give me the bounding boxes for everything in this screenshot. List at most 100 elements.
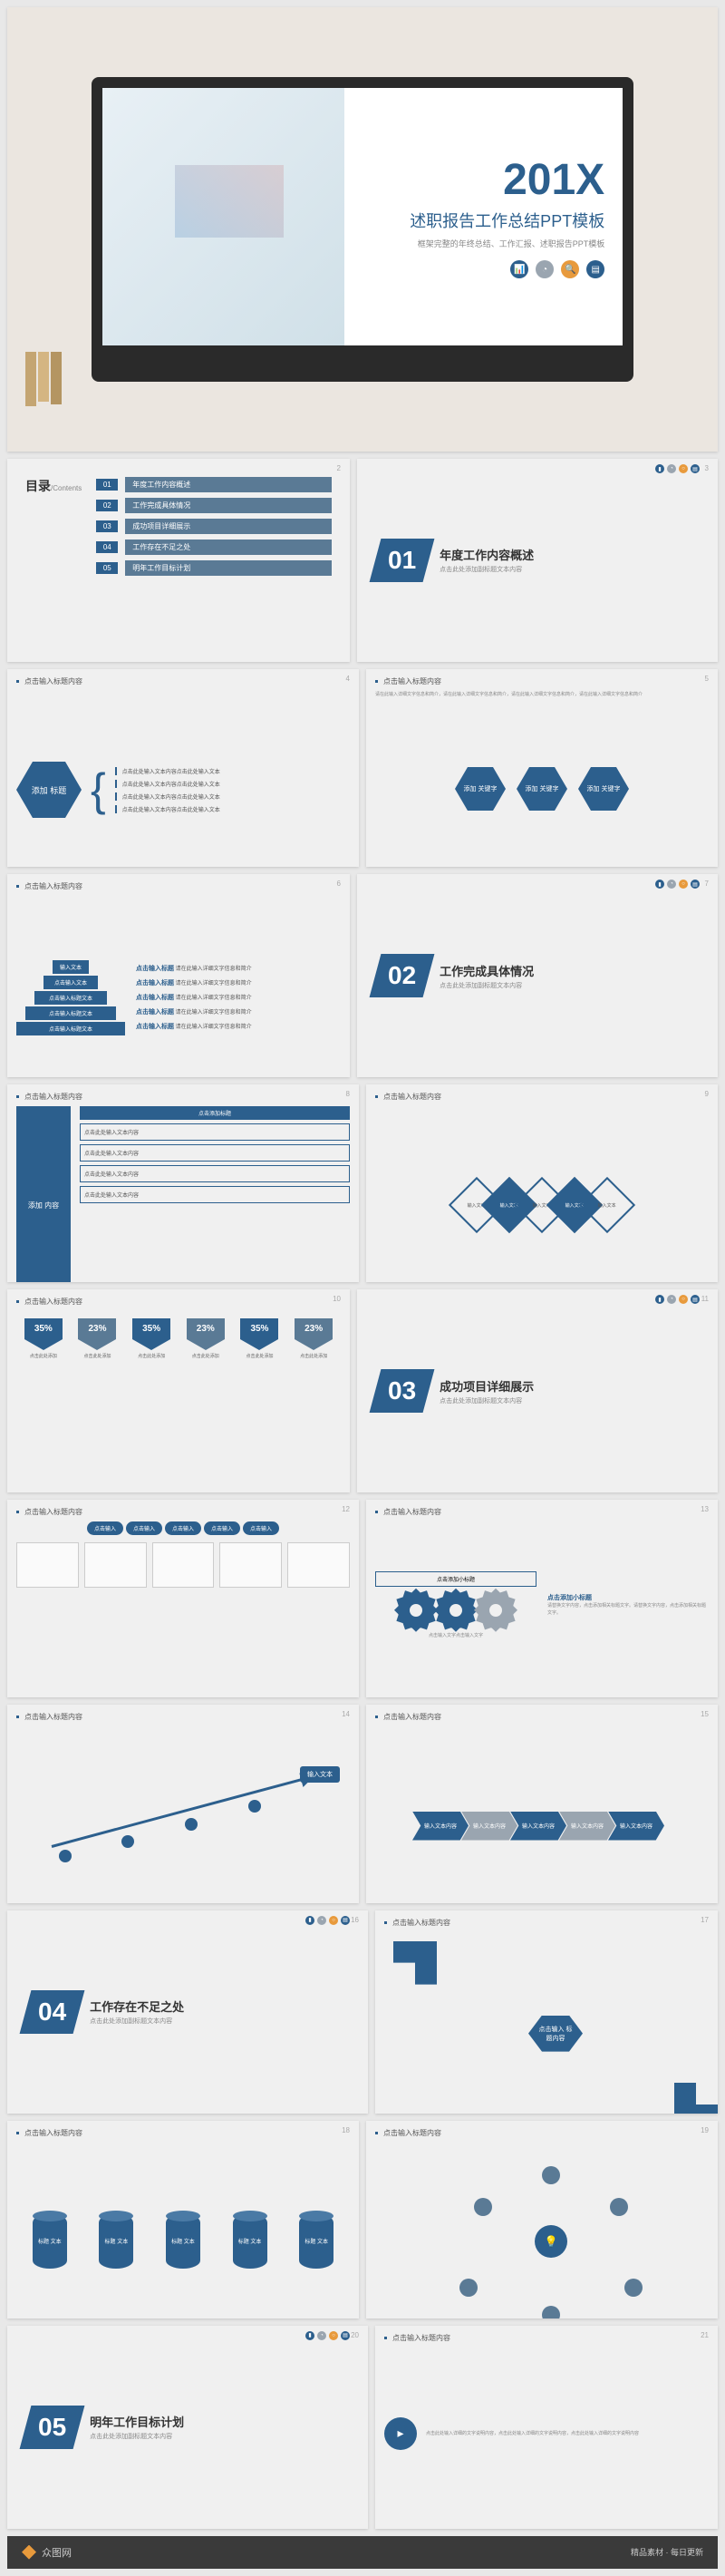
box-item: 点击此处输入文本内容	[80, 1186, 350, 1203]
chevron: 输入文本内容	[412, 1812, 469, 1841]
slide-title: 点击输入标题内容	[383, 1507, 441, 1517]
doc-icon: ▤	[691, 1295, 700, 1304]
search-icon: 🔍	[561, 260, 579, 278]
slide-title: 点击输入标题内容	[383, 1092, 441, 1102]
radial-node	[459, 2279, 478, 2297]
box-item: 点击此处输入文本内容	[80, 1123, 350, 1141]
gear-title: 点击添加小标题	[547, 1593, 709, 1602]
box-item: 点击此处输入文本内容	[80, 1144, 350, 1162]
corner-decor	[674, 2083, 718, 2114]
chart-icon: ▮	[655, 1295, 664, 1304]
search-icon: ○	[329, 1916, 338, 1925]
tab-panel	[219, 1542, 282, 1588]
curve-dot	[185, 1818, 198, 1831]
page-num: 7	[705, 880, 709, 888]
banner: 35%点击此处添加	[24, 1318, 63, 1359]
monitor-frame: 201X 述职报告工作总结PPT模板 框架完整的年终总结、工作汇报、述职报告PP…	[92, 77, 633, 383]
corner-decor	[393, 1941, 437, 1985]
page-num: 18	[342, 2126, 350, 2134]
bracket-item: 点击此处输入文本内容点击此处输入文本	[115, 805, 350, 813]
page-num: 15	[701, 1710, 709, 1718]
bracket-item: 点击此处输入文本内容点击此处输入文本	[115, 767, 350, 775]
section-num: 04	[38, 1998, 66, 2027]
page-num: 8	[346, 1090, 350, 1098]
search-icon: ○	[679, 880, 688, 889]
page-num: 6	[337, 880, 341, 888]
page-num: 14	[342, 1710, 350, 1718]
brace-icon: {	[91, 763, 106, 816]
banner: 23%点击此处添加	[187, 1318, 225, 1359]
section-num: 02	[388, 961, 416, 990]
curve-dot	[248, 1800, 261, 1813]
section-01: ▮◔○▤ 01 年度工作内容概述点击此处添加副标题文本内容 3	[357, 459, 718, 662]
chevron-slide: 点击输入标题内容 15 输入文本内容 输入文本内容 输入文本内容 输入文本内容 …	[366, 1705, 718, 1902]
box-item: 点击此处输入文本内容	[80, 1165, 350, 1182]
banner: 23%点击此处添加	[78, 1318, 116, 1359]
cylinder: 标题 文本	[33, 2214, 67, 2269]
doc-icon: ▤	[341, 2331, 350, 2340]
radial-center: 💡	[535, 2225, 567, 2258]
gear-icon	[478, 1592, 514, 1628]
pie-icon: ◔	[667, 1295, 676, 1304]
search-icon: ○	[679, 1295, 688, 1304]
page-num: 4	[346, 675, 350, 683]
content-slide: 点击输入标题内容 21 ▸ 点击此处输入详细的文字说明内容，点击此处输入详细的文…	[375, 2326, 718, 2529]
hex-item: 添加 关键字	[455, 767, 506, 811]
search-icon: ○	[329, 2331, 338, 2340]
pie-icon: ◔	[667, 464, 676, 473]
slide-title: 点击输入标题内容	[24, 1712, 82, 1722]
cover-title: 述职报告工作总结PPT模板	[410, 209, 604, 232]
section-title: 年度工作内容概述	[440, 546, 534, 563]
page-num: 17	[701, 1916, 709, 1924]
section-sub: 点击此处添加副标题文本内容	[90, 2432, 184, 2441]
section-05: ▮◔○▤ 05 明年工作目标计划点击此处添加副标题文本内容 20	[7, 2326, 368, 2529]
chevron: 输入文本内容	[461, 1812, 517, 1841]
box-header: 点击添加标题	[80, 1106, 350, 1120]
tab: 点击输入	[87, 1521, 123, 1535]
body-text: 请在此输入详细文字信息和简介，请在此输入详细文字信息和简介，请在此输入详细文字信…	[375, 691, 709, 698]
slide-title: 点击输入标题内容	[24, 881, 82, 891]
banner: 23%点击此处添加	[295, 1318, 333, 1359]
cover-year: 201X	[503, 155, 604, 205]
section-title: 明年工作目标计划	[90, 2413, 184, 2430]
cylinder: 标题 文本	[99, 2214, 133, 2269]
banner: 35%点击此处添加	[132, 1318, 170, 1359]
tab-panel	[16, 1542, 79, 1588]
slide-title: 点击输入标题内容	[24, 676, 82, 686]
doc-icon: ▤	[691, 464, 700, 473]
hex-center-slide: 点击输入标题内容 17 点击输入 标题内容	[375, 1910, 718, 2114]
slide-title: 点击输入标题内容	[24, 2128, 82, 2138]
gear-icon	[438, 1592, 474, 1628]
pie-icon: ◔	[536, 260, 554, 278]
chart-icon: ▮	[655, 880, 664, 889]
section-title: 工作存在不足之处	[90, 1998, 184, 2015]
slide-title: 点击输入标题内容	[392, 2333, 450, 2343]
diamond-slide: 点击输入标题内容 9 输入文本 输入文本 输入文本 输入文本 输入文本	[366, 1084, 718, 1282]
pyramid: 输入文本 点击输入文本 点击输入标题文本 点击输入标题文本 点击输入标题文本	[16, 960, 125, 1035]
radial-node	[542, 2166, 560, 2184]
gear-caption: 点击输入文字点击输入文字	[375, 1632, 536, 1639]
bracket-item: 点击此处输入文本内容点击此处输入文本	[115, 780, 350, 788]
diamond: 输入文本	[579, 1177, 635, 1233]
tab: 点击输入	[243, 1521, 279, 1535]
section-04: ▮◔○▤ 04 工作存在不足之处点击此处添加副标题文本内容 16	[7, 1910, 368, 2114]
slide-title: 点击输入标题内容	[383, 676, 441, 686]
toc-heading: 目录	[25, 479, 51, 493]
page-num: 16	[351, 1916, 359, 1924]
chart-icon: 📊	[510, 260, 528, 278]
cover-slide: 201X 述职报告工作总结PPT模板 框架完整的年终总结、工作汇报、述职报告PP…	[7, 7, 718, 452]
toc-slide: 目录/Contents 01年度工作内容概述 02工作完成具体情况 03成功项目…	[7, 459, 350, 662]
section-num: 03	[388, 1376, 416, 1405]
radial-node	[542, 2306, 560, 2318]
search-icon: ○	[679, 464, 688, 473]
slide-title: 点击输入标题内容	[392, 1918, 450, 1928]
doc-icon: ▤	[691, 880, 700, 889]
page-num: 3	[705, 464, 709, 472]
section-02: ▮◔○▤ 02 工作完成具体情况点击此处添加副标题文本内容 7	[357, 874, 718, 1077]
logo-icon	[22, 2545, 36, 2560]
page-num: 21	[701, 2331, 709, 2339]
bullet-icon: ▸	[384, 2417, 417, 2450]
curve-slide: 点击输入标题内容 14 输入文本	[7, 1705, 359, 1902]
chart-icon: ▮	[305, 1916, 314, 1925]
hex-item: 添加 关键字	[517, 767, 567, 811]
